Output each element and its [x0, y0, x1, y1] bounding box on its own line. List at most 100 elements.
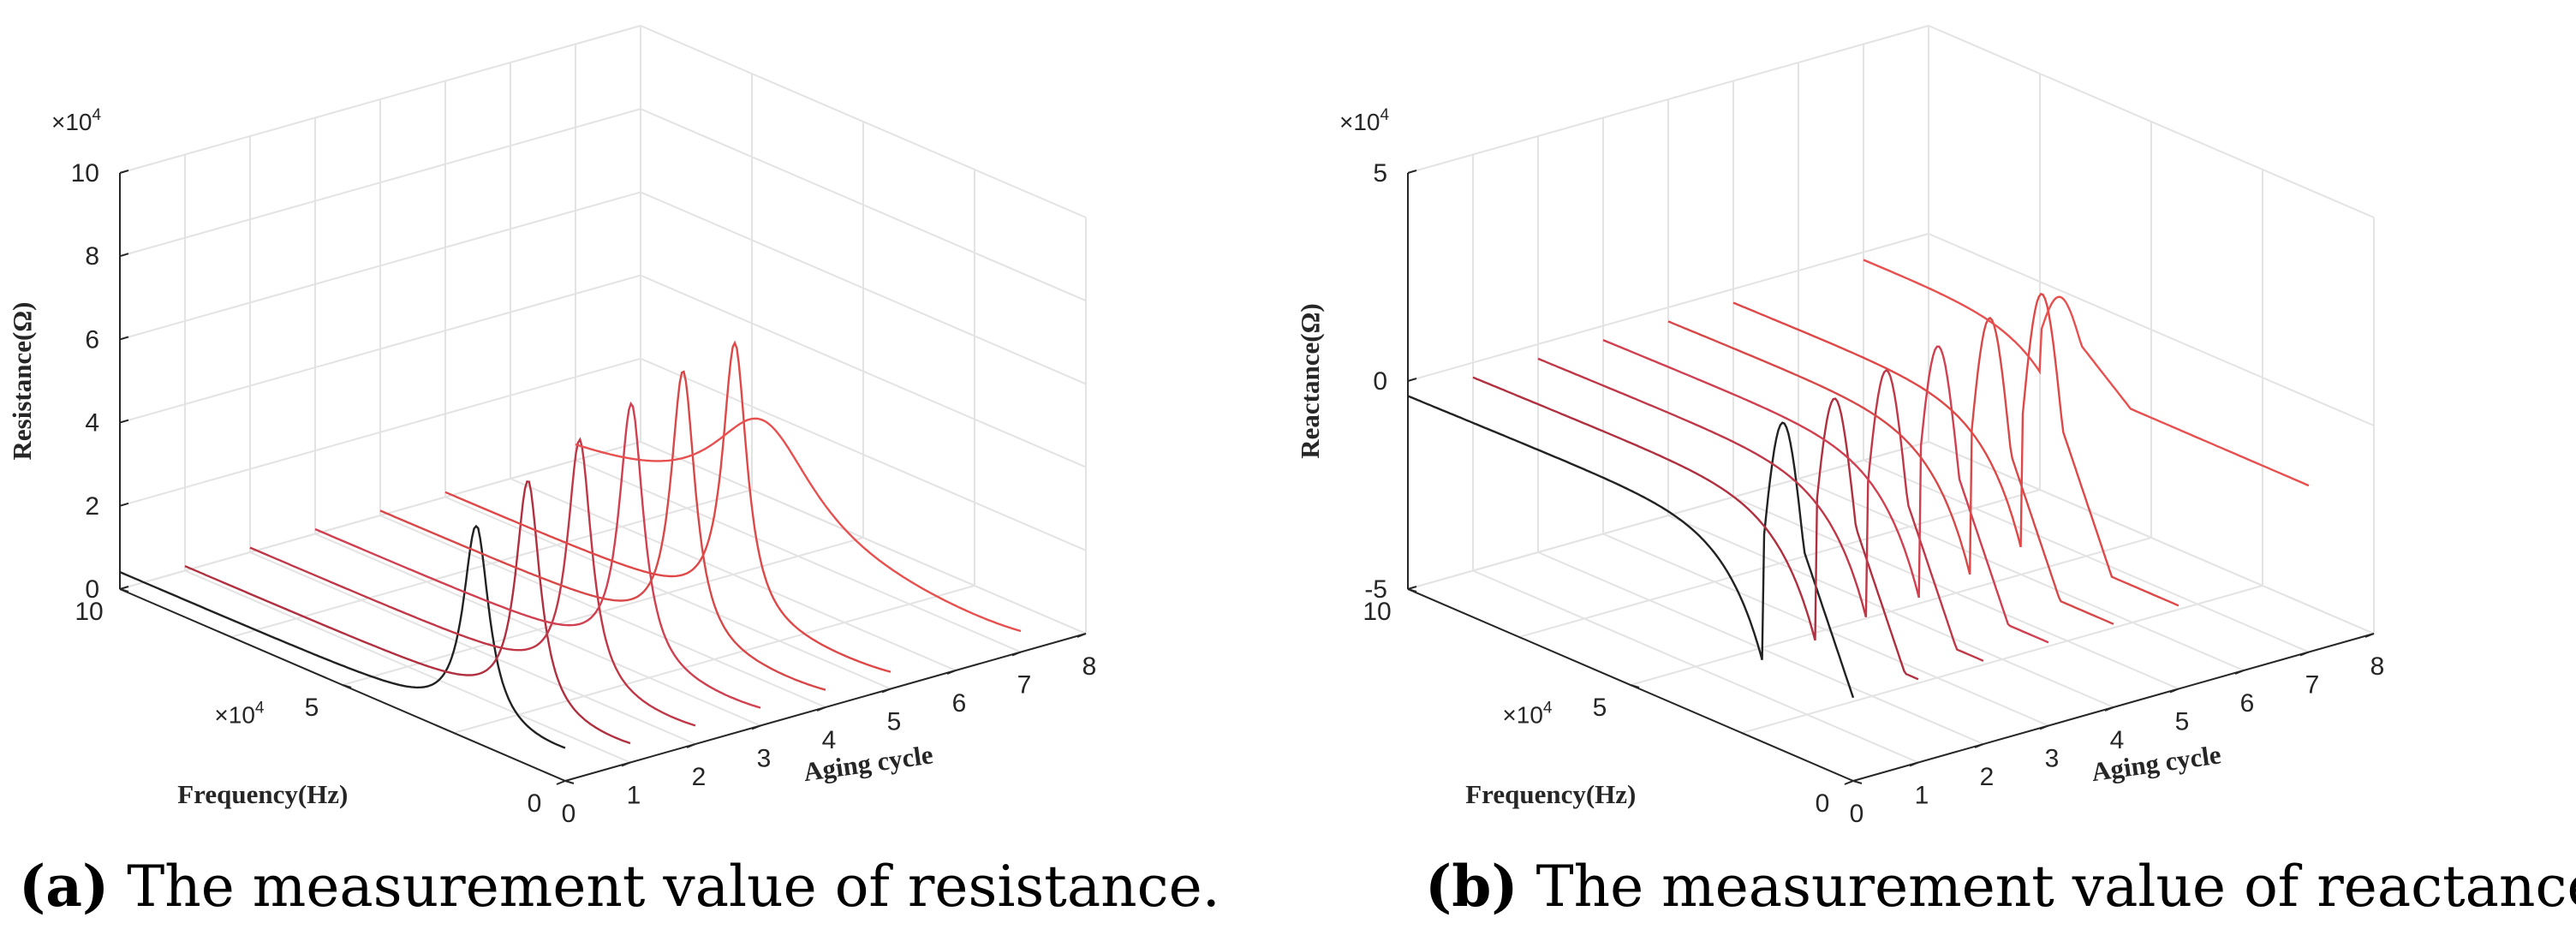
x-tick [556, 780, 566, 785]
y-tick-label: 10 [75, 598, 103, 626]
floor-gridline [1630, 537, 2152, 686]
y-axis-title: Frequency(Hz) [1465, 779, 1636, 809]
series-line-aging-2 [249, 437, 696, 727]
z-tick-label: 2 [85, 492, 99, 521]
x-tick [1974, 743, 1984, 748]
x-tick [2169, 688, 2179, 694]
x-tick-label: 1 [1915, 782, 1929, 810]
x-tick [2299, 651, 2310, 657]
wall-gridline [1407, 441, 1929, 590]
series-group [119, 340, 1022, 749]
wall-gridline [119, 25, 641, 174]
x-tick [2364, 633, 2375, 638]
series-line-aging-1 [1472, 376, 1919, 681]
series-line-aging-0 [119, 524, 566, 749]
x-tick [2039, 724, 2049, 730]
x-tick-label: 4 [2110, 726, 2125, 754]
z-tick-label: 10 [71, 159, 99, 188]
x-tick-label: 6 [952, 689, 967, 718]
wall-gridline [640, 191, 1087, 385]
wall-gridline [1928, 441, 2375, 634]
x-tick-label: 2 [692, 763, 707, 791]
z-tick-label: -5 [1364, 575, 1387, 604]
series-line-aging-2 [1537, 357, 1984, 662]
x-tick-label: 0 [1850, 800, 1864, 828]
x-tick [946, 670, 957, 675]
wall-gridline [1928, 233, 2375, 426]
y-multiplier-exp: 4 [255, 699, 265, 717]
z-tick [119, 502, 129, 507]
caption-a-text: The measurement value of resistance. [127, 854, 1220, 920]
floor-gridline [230, 489, 753, 638]
x-tick [816, 706, 826, 712]
wall-gridline [640, 357, 1087, 551]
series-line-aging-0 [1407, 395, 1855, 699]
wall-gridline [1407, 233, 1929, 382]
z-tick [1407, 170, 1417, 174]
z-tick [1407, 378, 1417, 382]
z-axis-title: Reactance(Ω) [1295, 303, 1325, 458]
series-line-aging-3 [314, 401, 761, 709]
wall-gridline [1407, 25, 1929, 174]
y-multiplier: ×104 [1502, 699, 1553, 728]
x-tick-label: 0 [562, 800, 576, 828]
x-tick-label: 3 [757, 745, 772, 773]
x-tick-label: 3 [2045, 745, 2060, 773]
z-tick-label: 0 [85, 575, 99, 604]
caption-a: (a) The measurement value of resistance. [19, 843, 1220, 929]
y-tick [564, 780, 575, 784]
wall-gridline [1928, 25, 2375, 218]
series-line-aging-1 [184, 480, 631, 745]
series-line-aging-7 [575, 417, 1022, 633]
z-tick [119, 170, 129, 174]
x-tick-label: 8 [2370, 652, 2385, 681]
y-tick [1852, 780, 1863, 784]
z-multiplier-exp: 4 [92, 106, 102, 124]
x-tick-label: 4 [822, 726, 837, 754]
series-line-aging-3 [1602, 338, 2049, 644]
y-axis-title: Frequency(Hz) [177, 779, 348, 809]
z-tick-label: 5 [1373, 159, 1387, 188]
z-tick-label: 8 [85, 242, 99, 271]
wall-gridline [640, 441, 1087, 634]
z-axis-title: Resistance(Ω) [7, 302, 37, 461]
series-group [1407, 259, 2310, 699]
floor-gridline [1741, 585, 2263, 734]
z-multiplier-exp: 4 [1380, 106, 1390, 124]
x-tick-label: 2 [1980, 763, 1995, 791]
z-tick-label: 4 [85, 409, 99, 438]
x-tick [686, 743, 696, 748]
y-tick [342, 684, 352, 688]
caption-b: (b) The measurement value of reactance. [1425, 843, 2576, 929]
x-tick [751, 724, 761, 730]
wall-gridline [119, 108, 641, 258]
x-tick-label: 8 [1082, 652, 1097, 681]
wall-gridline [640, 25, 1087, 218]
grid [1407, 25, 2375, 782]
x-tick-label: 5 [2175, 708, 2190, 736]
wall-gridline [640, 108, 1087, 302]
y-tick-label: 5 [1593, 694, 1607, 722]
series-line-aging-7 [1863, 259, 2310, 487]
floor-gridline [342, 537, 864, 686]
x-tick [881, 688, 891, 694]
floor-gridline [453, 585, 975, 734]
z-multiplier: ×104 [51, 106, 102, 135]
x-tick-label: 6 [2240, 689, 2255, 718]
caption-b-text: The measurement value of reactance. [1535, 854, 2576, 920]
z-tick [1407, 586, 1417, 590]
x-tick [2234, 670, 2245, 675]
y-tick-label: 5 [305, 694, 319, 722]
x-tick [2104, 706, 2114, 712]
x-tick-label: 5 [887, 708, 902, 736]
x-tick [621, 761, 631, 767]
wall-gridline [119, 357, 641, 507]
wall-gridline [119, 274, 641, 424]
series-line-aging-4 [1667, 316, 2114, 625]
z-tick [119, 253, 129, 258]
z-tick-label: 0 [1373, 367, 1387, 396]
grid [119, 25, 1087, 782]
